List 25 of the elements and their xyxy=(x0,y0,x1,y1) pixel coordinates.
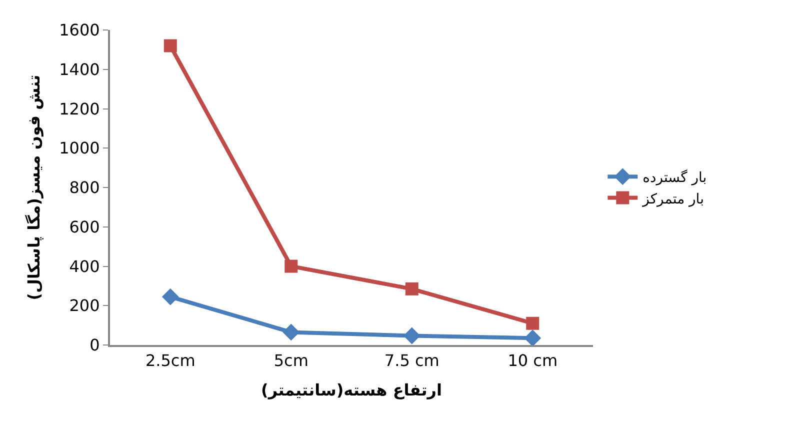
point xyxy=(524,330,542,345)
y-tick-label: 600 xyxy=(69,217,100,236)
point xyxy=(526,316,540,330)
x-axis-title: ارتفاع هسته(سانتیمتر) xyxy=(261,380,442,400)
point xyxy=(284,260,298,273)
y-tick-label: 1200 xyxy=(59,99,100,118)
y-tick-label: 400 xyxy=(69,256,100,276)
x-tick-label: 10 cm xyxy=(508,351,558,370)
y-tick-label: 0 xyxy=(90,336,100,355)
y-tick-label: 1400 xyxy=(59,60,100,79)
x-tick-label: 5cm xyxy=(274,351,308,370)
point xyxy=(162,288,179,306)
x-tick-label: 2.5cm xyxy=(145,351,196,370)
legend-label: بار گسترده xyxy=(642,169,707,186)
point xyxy=(405,282,418,296)
point xyxy=(282,324,300,341)
y-tick-label: 200 xyxy=(69,296,100,316)
y-axis-title: تنش فون میسز(مگا پاسکال) xyxy=(24,74,44,300)
point xyxy=(164,39,177,52)
x-tick-label: 7.5 cm xyxy=(384,351,440,370)
y-tick-label: 1000 xyxy=(59,138,100,158)
point xyxy=(403,327,420,344)
y-tick-label: 1600 xyxy=(59,20,100,40)
legend-label: بار متمرکز xyxy=(642,191,704,208)
y-tick-label: 800 xyxy=(69,178,100,198)
